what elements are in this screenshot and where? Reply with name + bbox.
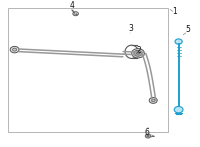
Text: 6: 6: [145, 128, 149, 137]
Circle shape: [145, 134, 151, 138]
Text: 5: 5: [186, 25, 190, 34]
Circle shape: [132, 49, 144, 58]
Bar: [8, 8, 168, 132]
Circle shape: [175, 39, 182, 44]
Text: 2: 2: [137, 46, 141, 55]
Text: 1: 1: [173, 7, 177, 16]
Circle shape: [136, 52, 140, 55]
Circle shape: [73, 12, 78, 16]
Circle shape: [134, 50, 142, 56]
Text: 3: 3: [129, 24, 133, 33]
Circle shape: [174, 106, 183, 113]
Circle shape: [149, 97, 157, 103]
Circle shape: [10, 46, 19, 53]
Circle shape: [13, 48, 17, 51]
Circle shape: [147, 135, 149, 137]
Circle shape: [151, 99, 155, 102]
Text: 4: 4: [70, 1, 74, 10]
